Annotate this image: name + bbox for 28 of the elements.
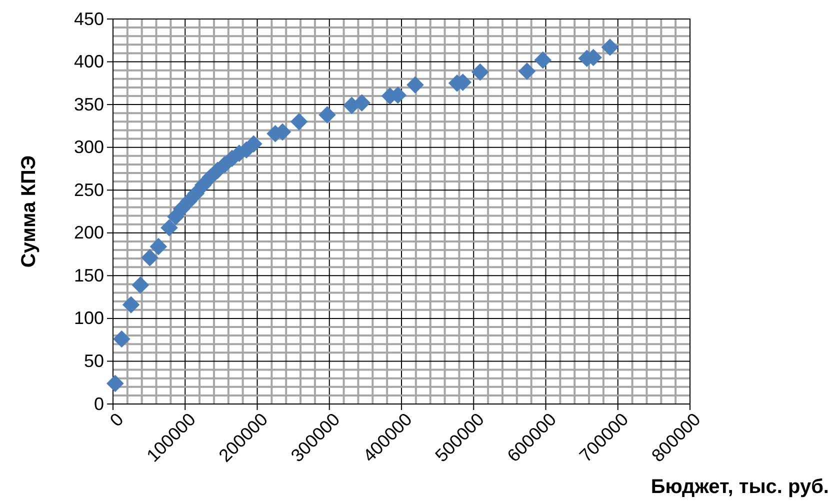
y-axis-title: Сумма КПЭ [18,155,40,268]
y-tick-label: 200 [74,222,104,243]
y-tick-label: 100 [74,308,104,328]
point [150,238,168,256]
x-tick-label: 0 [106,409,128,430]
point [318,106,336,124]
x-axis-title: Бюджет, тыс. руб. [650,476,829,498]
y-tick-label: 50 [84,350,104,371]
point [132,276,150,294]
y-tick-label: 300 [74,137,104,158]
y-tick-label: 450 [74,8,104,29]
y-tick-label: 0 [94,394,104,414]
point [471,63,489,81]
point [534,51,552,69]
y-tick-label: 400 [74,52,104,72]
point [406,76,424,94]
point [122,296,140,314]
point [290,113,308,130]
point [106,374,124,392]
point [187,184,205,202]
point [518,62,536,80]
point [141,249,158,266]
point [112,330,130,348]
y-tick-label: 250 [74,180,104,200]
point [601,38,619,56]
y-tick-label: 350 [74,94,104,114]
point [160,219,178,236]
y-tick-label: 150 [74,265,104,286]
